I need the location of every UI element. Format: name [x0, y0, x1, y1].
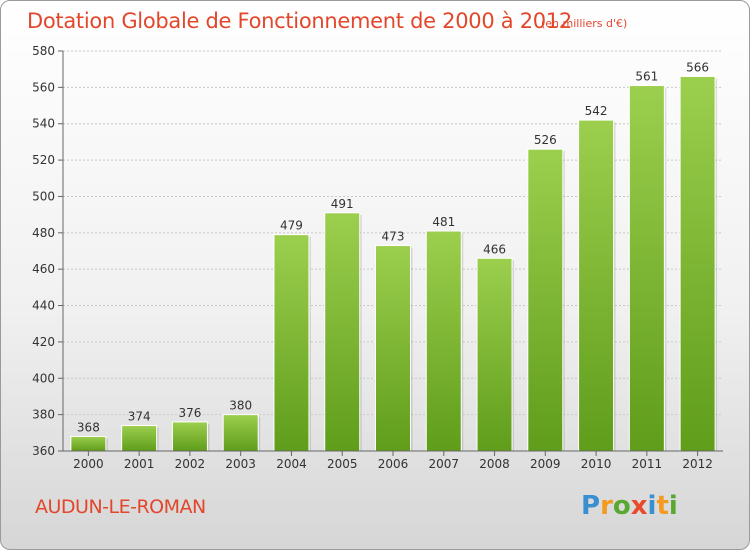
logo-letter: r [600, 491, 613, 521]
logo-letter: i [668, 491, 678, 521]
value-label: 561 [635, 70, 658, 84]
y-tick-label: 440 [32, 299, 55, 313]
bar-2008 [476, 257, 513, 452]
bar-2004 [273, 234, 310, 452]
x-tick-label: 2000 [73, 457, 104, 471]
x-tick-label: 2006 [378, 457, 409, 471]
x-tick-label: 2002 [175, 457, 206, 471]
y-tick-label: 560 [32, 80, 55, 94]
bar-2005 [324, 212, 361, 452]
value-label: 479 [280, 219, 303, 233]
bar-2011 [628, 85, 665, 452]
value-label: 368 [77, 420, 100, 434]
value-label: 374 [128, 410, 151, 424]
x-tick-label: 2012 [682, 457, 713, 471]
y-tick-label: 420 [32, 335, 55, 349]
x-tick-label: 2011 [632, 457, 663, 471]
axes [58, 50, 723, 456]
x-tick-label: 2007 [428, 457, 459, 471]
value-label: 491 [331, 197, 354, 211]
logo-letter: P [581, 491, 601, 521]
y-tick-label: 460 [32, 262, 55, 276]
bars [70, 75, 718, 452]
x-tick-label: 2001 [124, 457, 155, 471]
logo-letter: t [656, 491, 669, 521]
y-tick-label: 580 [32, 44, 55, 58]
y-tick-label: 400 [32, 371, 55, 385]
x-tick-label: 2005 [327, 457, 358, 471]
bar-2010 [578, 119, 615, 452]
labels: 360 380 400 420 440 460 480 500 520 540 560 580 368 2… [32, 44, 713, 471]
logo-letter: x [630, 491, 648, 521]
y-tick-label: 480 [32, 226, 55, 240]
value-label: 466 [483, 242, 506, 256]
value-label: 380 [229, 399, 252, 413]
x-tick-label: 2008 [479, 457, 510, 471]
bar-2001 [121, 425, 158, 452]
x-tick-label: 2004 [276, 457, 307, 471]
y-tick-label: 500 [32, 189, 55, 203]
value-label: 542 [585, 104, 608, 118]
x-tick-label: 2009 [530, 457, 561, 471]
chart-subtitle: (en milliers d'€) [541, 17, 628, 30]
y-tick-label: 540 [32, 117, 55, 131]
bar-2006 [375, 245, 411, 452]
y-tick-label: 360 [32, 444, 55, 458]
bar-2003 [222, 414, 259, 452]
value-label: 481 [432, 215, 455, 229]
y-tick-label: 380 [32, 408, 55, 422]
chart-title: Dotation Globale de Fonctionnement de 20… [27, 9, 572, 33]
x-tick-label: 2010 [581, 457, 612, 471]
bar-2002 [171, 421, 208, 452]
bar-2007 [425, 230, 462, 452]
bar-2000 [70, 435, 107, 452]
proxiti-logo[interactable]: Proxiti [581, 491, 678, 521]
x-tick-label: 2003 [225, 457, 256, 471]
city-name: AUDUN-LE-ROMAN [35, 496, 206, 518]
logo-letter: i [647, 491, 657, 521]
bar-2012 [679, 75, 716, 452]
y-tick-label: 520 [32, 153, 55, 167]
value-label: 566 [686, 60, 709, 74]
logo-letter: o [612, 491, 631, 521]
value-label: 376 [178, 406, 201, 420]
bar-2009 [527, 148, 564, 452]
value-label: 526 [534, 133, 557, 147]
value-label: 473 [382, 230, 405, 244]
